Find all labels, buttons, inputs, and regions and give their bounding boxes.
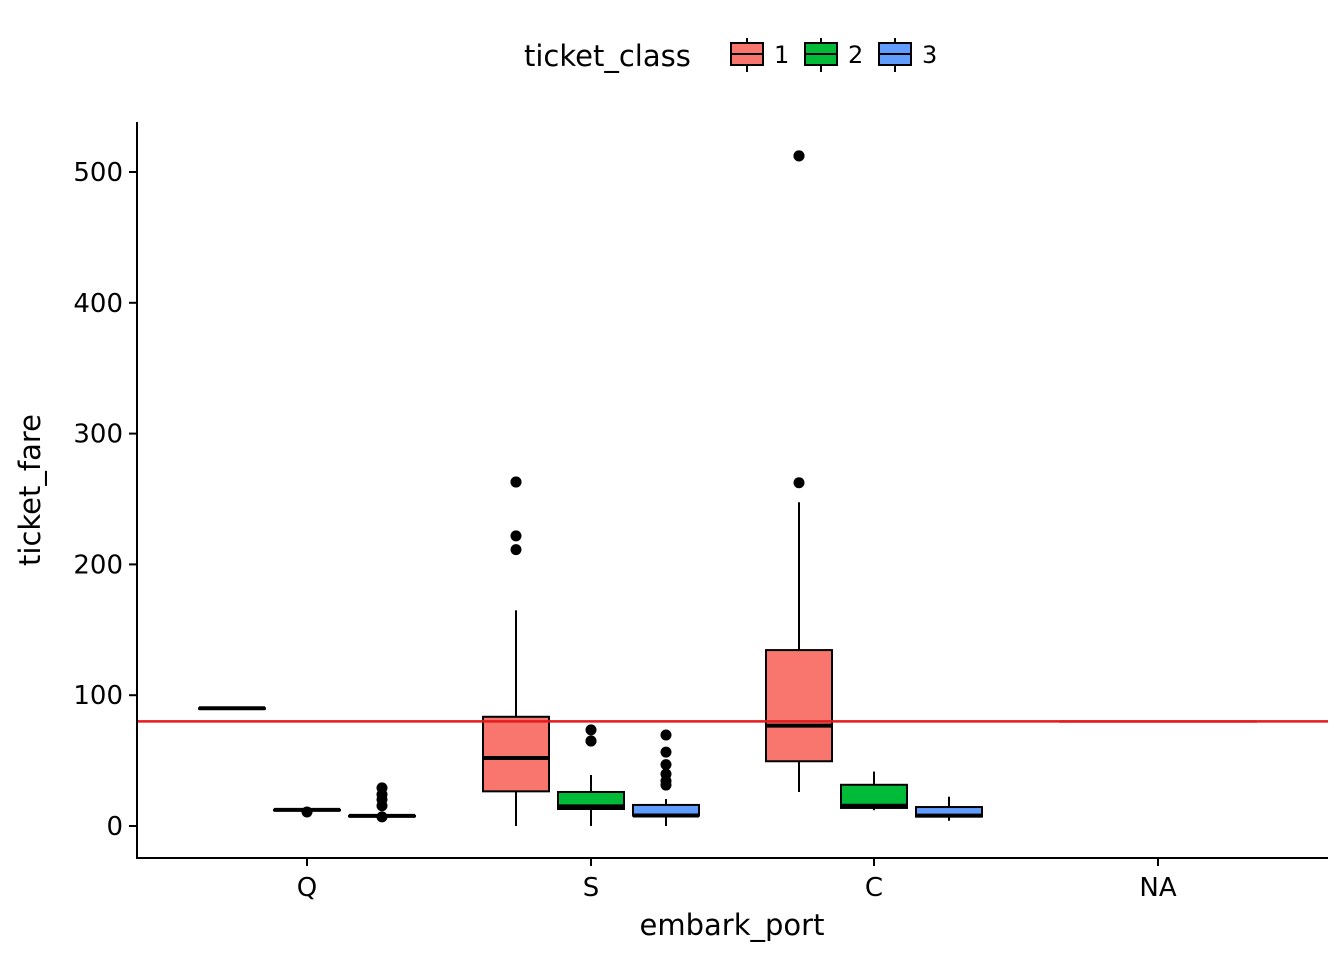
outlier-point [585,735,597,747]
outlier-point [376,811,388,823]
legend-label: 2 [848,41,863,69]
outlier-point [660,746,672,758]
outlier-point [585,724,597,736]
box-1-S [482,476,550,826]
box-2-S [557,724,625,826]
box-3-Q [348,782,416,823]
legend-entry-3: 3 [878,38,937,72]
box-1-C [765,150,833,792]
legend-title: ticket_class [524,39,691,73]
outlier-point [510,530,522,542]
y-axis-ticks: 0 100 200 300 400 500 [73,158,137,842]
y-tick-label: 0 [106,812,123,842]
box-3-C [915,796,983,821]
box-body [482,715,550,793]
box-3-S [632,729,700,826]
outlier-point [660,759,672,771]
outlier-point [793,150,805,162]
legend-entry-2: 2 [804,38,863,72]
box-2-Q [273,806,341,818]
outlier-point [660,768,672,780]
outlier-point [376,782,388,794]
x-tick-label: Q [297,873,317,903]
y-tick-label: 500 [73,158,123,188]
legend-label: 1 [774,41,789,69]
box-1-Q [198,706,266,711]
y-tick-label: 200 [73,550,123,580]
outlier-point [301,806,313,818]
y-tick-label: 400 [73,289,123,319]
x-tick-label: C [865,873,883,903]
outlier-point [510,476,522,488]
x-tick-label: NA [1139,873,1176,903]
outlier-point [793,477,805,489]
legend-entries: 1 2 3 [730,38,937,72]
x-tick-label: S [583,873,600,903]
legend-label: 3 [922,41,937,69]
legend-entry-1: 1 [730,38,789,72]
box-2-C [840,771,908,811]
y-tick-label: 300 [73,420,123,450]
legend: ticket_class 1 2 3 [524,38,937,73]
y-axis-title: ticket_fare [13,414,47,566]
x-axis-ticks: Q S C NA [297,858,1177,903]
outlier-point [510,544,522,556]
outlier-point [660,729,672,741]
box-body [840,783,908,809]
plot-layer [137,150,1328,826]
x-axis-title: embark_port [640,908,825,942]
y-tick-label: 100 [73,681,123,711]
box-body [765,649,833,763]
